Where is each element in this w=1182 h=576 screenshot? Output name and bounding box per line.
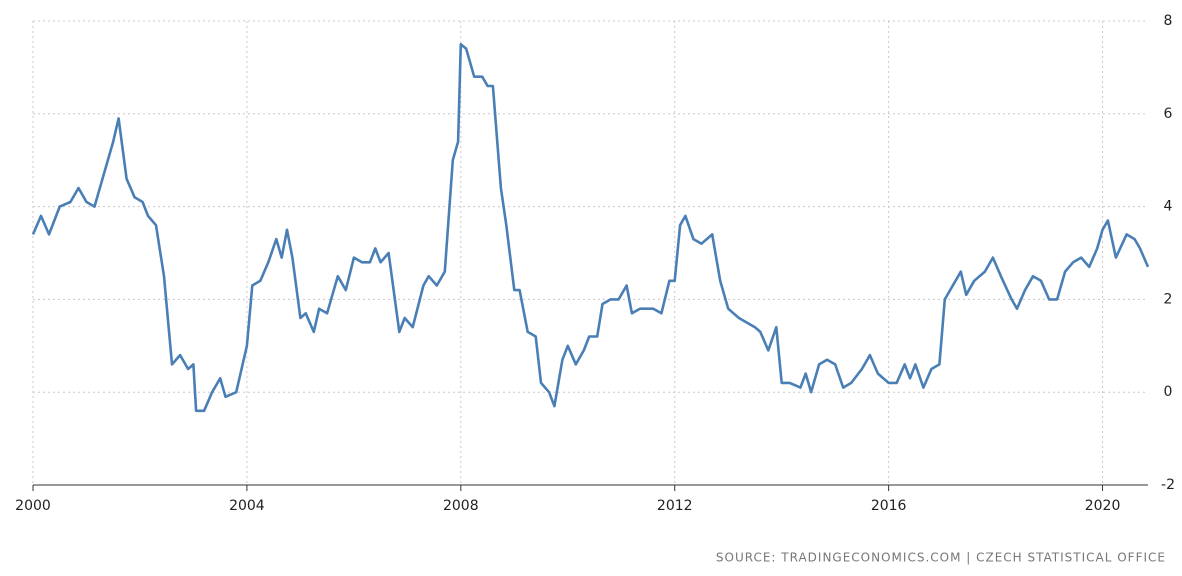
x-tick-label: 2008 <box>443 498 479 514</box>
y-tick-label: 8 <box>1164 13 1173 29</box>
x-tick-label: 2016 <box>871 498 907 514</box>
x-tick-label: 2004 <box>229 498 265 514</box>
y-tick-label: -2 <box>1161 477 1175 493</box>
y-tick-label: 0 <box>1164 384 1173 400</box>
source-note: SOURCE: TRADINGECONOMICS.COM | CZECH STA… <box>716 551 1166 565</box>
line-series <box>31 42 1150 413</box>
x-tick-label: 2020 <box>1085 498 1121 514</box>
x-tick-label: 2012 <box>657 498 693 514</box>
y-tick-label: 2 <box>1164 291 1173 307</box>
y-tick-label: 4 <box>1164 199 1173 215</box>
y-tick-label: 6 <box>1164 106 1173 122</box>
x-tick-label: 2000 <box>15 498 51 514</box>
